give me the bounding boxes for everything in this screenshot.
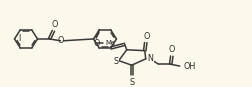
- Text: O: O: [51, 20, 58, 29]
- Text: OH: OH: [184, 62, 196, 72]
- Text: N: N: [148, 54, 154, 63]
- Text: O: O: [57, 36, 64, 45]
- Text: O: O: [144, 32, 150, 41]
- Text: I: I: [18, 34, 20, 43]
- Text: S: S: [113, 57, 118, 66]
- Text: O: O: [93, 39, 100, 48]
- Text: O: O: [169, 45, 175, 54]
- Text: S: S: [129, 78, 134, 87]
- Text: Me: Me: [105, 40, 115, 46]
